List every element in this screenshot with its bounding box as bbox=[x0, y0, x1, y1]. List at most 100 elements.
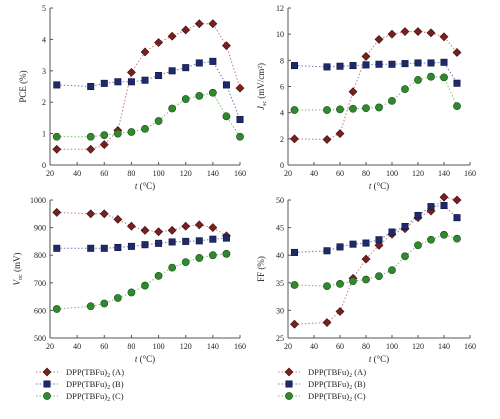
x-tick-label: 140 bbox=[438, 169, 450, 178]
chart-pce: 20 40 60 80 100 120 140 160 0 1 2 3 4 5 t (°C) PCE (%) bbox=[18, 4, 246, 191]
point-B bbox=[290, 248, 298, 256]
point-B bbox=[323, 63, 331, 71]
x-axis-label: t (°C) bbox=[135, 181, 155, 191]
legend-label-B: DPP(TBFu)2 (B) bbox=[308, 379, 366, 391]
y-tick-label: 700 bbox=[34, 279, 46, 288]
point-A bbox=[290, 134, 299, 144]
y-tick-label: 1000 bbox=[30, 196, 46, 205]
x-tick-label: 120 bbox=[180, 342, 192, 351]
point-B bbox=[336, 62, 344, 70]
point-C bbox=[362, 275, 370, 284]
y-axis-label: FF (%) bbox=[256, 256, 266, 282]
x-tick-label: 100 bbox=[153, 169, 165, 178]
point-A bbox=[335, 129, 345, 139]
x-tick-label: 140 bbox=[207, 342, 219, 351]
x-tick-label: 140 bbox=[207, 169, 219, 178]
point-A bbox=[154, 38, 163, 47]
point-C bbox=[375, 272, 383, 281]
point-B bbox=[195, 59, 203, 67]
point-A bbox=[154, 227, 163, 237]
y-tick-label: 40 bbox=[276, 251, 284, 260]
point-B bbox=[440, 58, 448, 66]
point-A bbox=[127, 67, 136, 77]
x-axis-label: t (°C) bbox=[369, 354, 389, 364]
point-B bbox=[87, 244, 95, 252]
point-C bbox=[323, 106, 331, 114]
point-A bbox=[439, 32, 449, 42]
point-A bbox=[99, 140, 109, 150]
x-tick-label: 40 bbox=[310, 342, 318, 351]
series-line-A bbox=[56, 211, 227, 237]
x-tick-label: 120 bbox=[412, 342, 424, 351]
x-tick-label: 60 bbox=[100, 169, 108, 178]
legend-left: DPP(TBFu)2 (A)DPP(TBFu)2 (B)DPP(TBFu)2 (… bbox=[36, 367, 124, 403]
y-tick-label: 0 bbox=[42, 161, 46, 170]
point-B bbox=[141, 76, 149, 84]
point-C bbox=[195, 92, 204, 100]
point-C bbox=[440, 73, 448, 82]
x-tick-label: 40 bbox=[310, 169, 318, 178]
point-A bbox=[452, 48, 462, 57]
point-C bbox=[86, 302, 95, 311]
point-C bbox=[414, 76, 422, 84]
point-B bbox=[114, 78, 122, 86]
x-axis-label: t (°C) bbox=[135, 354, 155, 364]
point-B bbox=[168, 238, 176, 246]
x-tick-label: 60 bbox=[336, 169, 344, 178]
y-tick-label: 3 bbox=[42, 67, 46, 76]
point-C bbox=[141, 124, 149, 133]
y-axis-label: Voc (mV) bbox=[12, 253, 24, 286]
x-tick-label: 120 bbox=[180, 169, 192, 178]
point-C bbox=[52, 305, 61, 313]
y-tick-label: 6 bbox=[280, 83, 284, 92]
point-C bbox=[388, 266, 396, 275]
point-A bbox=[235, 83, 245, 93]
legend-right: DPP(TBFu)2 (A)DPP(TBFu)2 (B)DPP(TBFu)2 (… bbox=[278, 367, 366, 403]
x-tick-label: 120 bbox=[412, 169, 424, 178]
point-A bbox=[361, 254, 371, 264]
legend-marker-B bbox=[285, 380, 293, 388]
point-B bbox=[401, 60, 409, 68]
point-B bbox=[453, 214, 461, 222]
legend-label-C: DPP(TBFu)2 (C) bbox=[66, 391, 124, 403]
point-C bbox=[323, 282, 331, 291]
legend-label-C: DPP(TBFu)2 (C) bbox=[308, 391, 366, 403]
point-A bbox=[387, 29, 397, 39]
point-C bbox=[222, 249, 231, 258]
point-A bbox=[52, 207, 62, 217]
y-tick-label: 5 bbox=[42, 4, 46, 13]
point-B bbox=[236, 115, 244, 123]
point-C bbox=[154, 271, 163, 280]
x-tick-label: 40 bbox=[73, 169, 81, 178]
point-A bbox=[374, 34, 384, 44]
legend-marker-B bbox=[43, 380, 51, 388]
point-C bbox=[236, 132, 244, 141]
point-A bbox=[322, 318, 332, 327]
point-B bbox=[182, 64, 190, 72]
y-tick-label: 8 bbox=[280, 56, 284, 65]
point-A bbox=[194, 19, 204, 29]
point-B bbox=[114, 243, 122, 251]
x-tick-label: 100 bbox=[386, 342, 398, 351]
point-C bbox=[168, 104, 177, 113]
point-C bbox=[336, 280, 344, 288]
y-tick-label: 45 bbox=[276, 224, 284, 233]
point-C bbox=[168, 263, 177, 272]
point-C bbox=[349, 277, 357, 286]
x-axis-label: t (°C) bbox=[369, 181, 389, 191]
point-B bbox=[100, 79, 108, 87]
point-A bbox=[208, 19, 218, 29]
point-A bbox=[194, 220, 204, 230]
point-B bbox=[127, 78, 135, 86]
point-B bbox=[323, 247, 331, 255]
x-tick-label: 20 bbox=[284, 169, 292, 178]
point-A bbox=[86, 144, 96, 154]
x-tick-label: 160 bbox=[234, 342, 246, 351]
point-A bbox=[52, 144, 62, 154]
x-tick-label: 40 bbox=[73, 342, 81, 351]
point-B bbox=[53, 244, 61, 252]
legend-label-A: DPP(TBFu)2 (A) bbox=[308, 367, 366, 379]
legend-marker-C bbox=[285, 392, 293, 400]
series-line-A bbox=[294, 31, 458, 141]
